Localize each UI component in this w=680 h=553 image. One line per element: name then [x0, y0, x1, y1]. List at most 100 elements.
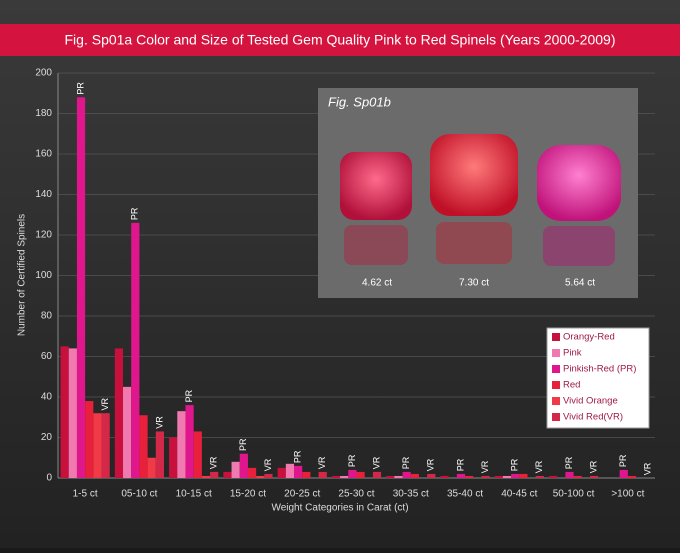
bar [394, 475, 403, 478]
y-tick-label: 120 [35, 230, 52, 241]
bar [440, 475, 449, 478]
inset-label: 4.62 ct [362, 278, 392, 289]
y-tick-label: 180 [35, 108, 52, 119]
legend-label: Vivid Red(VR) [563, 412, 623, 423]
legend-label: Vivid Orange [563, 396, 618, 407]
bar [68, 348, 77, 478]
bar [114, 348, 124, 478]
bar [372, 471, 382, 478]
x-tick-label: 30-35 ct [393, 489, 429, 500]
bar-annotation: PR [347, 454, 357, 467]
x-tick-label: >100 ct [611, 489, 644, 500]
y-tick-label: 40 [41, 392, 53, 403]
x-tick-label: 20-25 ct [284, 489, 320, 500]
bar [239, 453, 248, 478]
legend-label: Orangy-Red [563, 332, 615, 343]
bar-annotation: VR [426, 458, 436, 471]
y-tick-label: 20 [41, 432, 53, 443]
bar [285, 463, 295, 478]
inset-label: 7.30 ct [459, 278, 489, 289]
bar [386, 475, 395, 478]
title-band [0, 24, 680, 56]
chart-title: Fig. Sp01a Color and Size of Tested Gem … [65, 32, 616, 48]
y-tick-label: 160 [35, 149, 52, 160]
bar [481, 475, 490, 478]
bar [619, 469, 628, 478]
bar-annotation: VR [209, 456, 219, 469]
x-tick-label: 15-20 ct [230, 489, 266, 500]
bar [139, 415, 148, 478]
bar [193, 431, 202, 478]
bar [331, 475, 341, 478]
bar [427, 473, 436, 478]
bar-annotation: VR [263, 458, 273, 471]
x-tick-label: 25-30 ct [338, 489, 374, 500]
x-tick-label: 50-100 ct [553, 489, 595, 500]
bar [511, 473, 520, 478]
bar [456, 473, 466, 478]
bar-annotation: VR [643, 462, 653, 475]
x-tick-label: 05-10 ct [121, 489, 157, 500]
bar [264, 473, 273, 478]
bar [93, 413, 102, 478]
x-tick-label: 35-40 ct [447, 489, 483, 500]
bar-annotation: PR [618, 454, 628, 467]
bar [201, 475, 211, 478]
bar-annotation: PR [238, 438, 248, 451]
gem-reflection [543, 226, 615, 266]
bar [494, 475, 503, 478]
bar [177, 411, 186, 478]
legend-swatch [552, 381, 560, 389]
legend-box [546, 327, 650, 429]
bar [502, 475, 512, 478]
bar-annotation: VR [154, 416, 164, 429]
gem-photo [537, 145, 621, 221]
x-tick-label: 10-15 ct [176, 489, 212, 500]
bar [131, 222, 140, 478]
legend-swatch [552, 365, 560, 373]
bar [223, 471, 232, 478]
y-tick-label: 140 [35, 189, 52, 200]
legend-swatch [552, 413, 560, 421]
bar [589, 475, 599, 478]
legend-swatch [552, 397, 560, 405]
bar [410, 473, 419, 478]
y-tick-label: 100 [35, 270, 52, 281]
bar [155, 431, 165, 478]
legend-label: Pinkish-Red (PR) [563, 364, 636, 375]
y-tick-label: 0 [46, 473, 52, 484]
y-tick-label: 200 [35, 68, 52, 79]
bar [348, 469, 357, 478]
gem-reflection [436, 222, 512, 264]
bar [302, 471, 311, 478]
inset: Fig. Sp01b 4.62 ct 7.30 ct 5.64 ct [318, 88, 638, 298]
bar-annotation: PR [510, 458, 520, 471]
bar-annotation: PR [130, 207, 140, 220]
bar-annotation: PR [75, 82, 85, 95]
bar-annotation: PR [564, 456, 574, 469]
bar-annotation: VR [371, 456, 381, 469]
bar [627, 475, 637, 478]
bar [573, 475, 582, 478]
bar-annotation: PR [184, 389, 194, 402]
bar [231, 461, 240, 478]
y-axis-label: Number of Certified Spinels [17, 214, 28, 336]
bar [169, 437, 178, 478]
bar-annotation: VR [534, 460, 544, 473]
bar-annotation: VR [100, 397, 110, 410]
legend-label: Pink [563, 348, 582, 359]
bar [60, 346, 69, 478]
legend-label: Red [563, 380, 580, 391]
bar-annotation: PR [455, 458, 465, 471]
bar [340, 475, 349, 478]
bar-annotation: VR [588, 460, 598, 473]
gem-photo [430, 134, 518, 216]
bar [294, 465, 303, 478]
gem-reflection [344, 225, 408, 265]
bar [85, 401, 94, 478]
inset-label: 5.64 ct [565, 278, 595, 289]
y-tick-label: 80 [41, 311, 53, 322]
bar-annotation: VR [317, 456, 327, 469]
inset-title: Fig. Sp01b [328, 94, 391, 109]
